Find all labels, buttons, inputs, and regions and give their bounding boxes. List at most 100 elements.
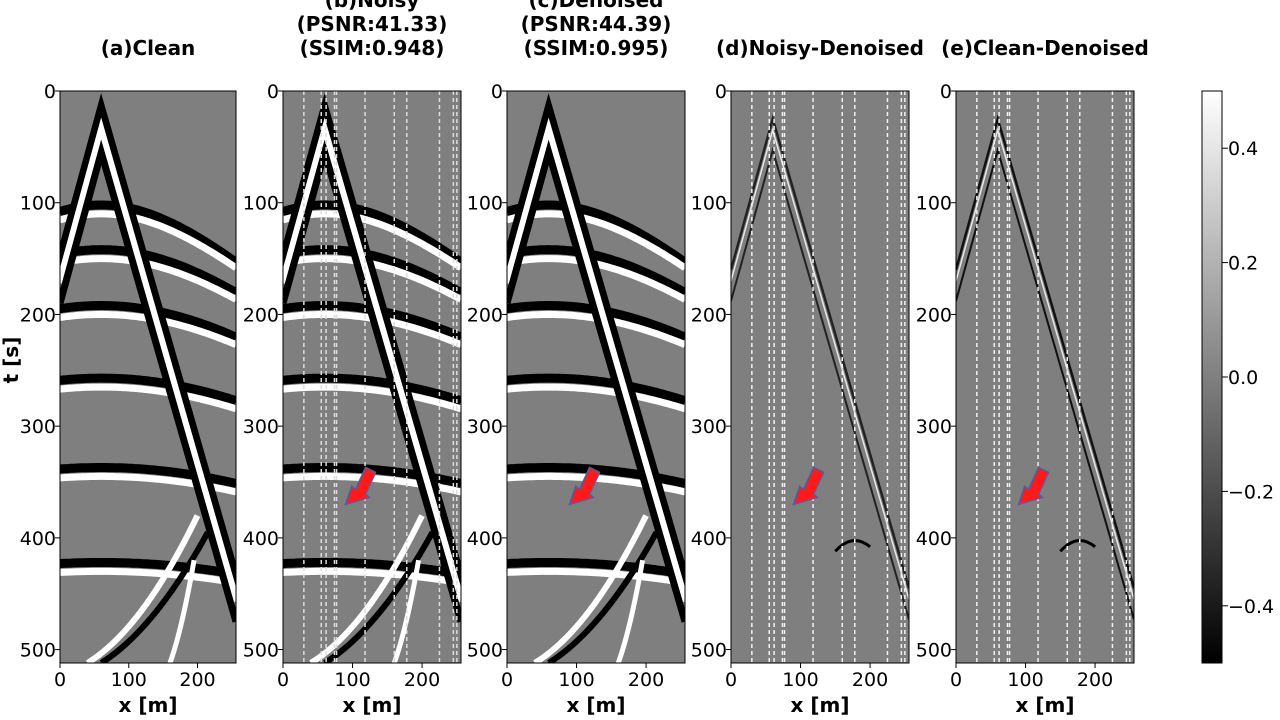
event-trough [507, 373, 685, 405]
event-trough [60, 373, 236, 405]
residual-event [834, 539, 872, 553]
y-tick-label: 500 [467, 640, 503, 662]
colorbar-tick-label: −0.4 [1228, 596, 1274, 618]
y-tick-label: 200 [243, 304, 279, 326]
x-tick-label: 0 [725, 669, 737, 691]
y-tick-label: 400 [20, 528, 56, 550]
event-peak [283, 210, 461, 271]
event-peak [507, 567, 685, 587]
x-axis-label: x [m] [343, 693, 402, 717]
y-tick-label: 400 [243, 528, 279, 550]
y-tick-label: 0 [940, 81, 952, 103]
crossing-event [391, 559, 422, 663]
x-axis-label: x [m] [567, 693, 626, 717]
event-peak [60, 567, 236, 587]
panel-c-denoised: (c)Denoised(PSNR:44.39)(SSIM:0.995) 0 100 2… [467, 0, 686, 717]
y-tick-label: 0 [267, 81, 279, 103]
y-tick-label: 300 [243, 416, 279, 438]
highlight-arrow [1017, 466, 1050, 506]
colorbar-tick-label: 0.0 [1228, 367, 1258, 389]
y-tick-label: 500 [243, 640, 279, 662]
highlight-arrow [792, 466, 825, 506]
event-peak [60, 210, 236, 271]
crossing-event [533, 514, 649, 663]
y-tick-label: 200 [20, 304, 56, 326]
y-tick-label: 0 [44, 81, 56, 103]
direct-wave-trough-2 [283, 139, 461, 623]
y-tick-label: 100 [243, 193, 279, 215]
event-peak [507, 383, 685, 413]
event-trough [507, 245, 685, 297]
x-tick-label: 100 [782, 669, 818, 691]
event-trough [283, 373, 461, 405]
highlight-arrow [344, 466, 377, 506]
y-tick-label: 0 [491, 81, 503, 103]
panel-e-clean-minus-denoised: (e)Clean-Denoised 0 100 200 300 400 500 0 100 200… [916, 36, 1149, 717]
y-tick-label: 100 [467, 193, 503, 215]
figure-y-axis-label: t [s] [0, 337, 23, 384]
x-tick-label: 0 [950, 669, 962, 691]
residual-event [1059, 539, 1097, 553]
panel-frame [506, 90, 686, 664]
event-peak [60, 383, 236, 413]
residual-edge [956, 114, 1134, 589]
x-axis-label: x [m] [1016, 693, 1075, 717]
y-tick-label: 400 [467, 528, 503, 550]
y-tick-label: 100 [916, 193, 952, 215]
y-tick-label: 300 [916, 416, 952, 438]
direct-wave-peak [60, 117, 236, 603]
x-tick-label: 0 [501, 669, 513, 691]
direct-wave-peak [507, 117, 685, 603]
y-tick-label: 300 [691, 416, 727, 438]
panel-title-line: (b)Noisy [325, 0, 420, 12]
panel-d-noisy-minus-denoised: (d)Noisy-Denoised 0 100 200 300 400 500 0 100 200… [691, 36, 924, 717]
crossing-event [99, 530, 211, 663]
y-tick-label: 200 [916, 304, 952, 326]
y-tick-label: 400 [916, 528, 952, 550]
crossing-event [615, 559, 646, 663]
panel-title-line: (a)Clean [101, 36, 196, 60]
colorbar-tick-label: 0.2 [1228, 253, 1258, 275]
panel-title-line: (PSNR:41.33) [297, 12, 448, 36]
x-tick-label: 200 [404, 669, 440, 691]
event-trough [60, 245, 236, 297]
crossing-event [167, 559, 197, 663]
y-tick-label: 0 [715, 81, 727, 103]
residual-edge-light [731, 127, 909, 600]
residual-edge [731, 114, 909, 589]
colorbar-ticks: 0.4 0.2 0.0 −0.2 −0.4 [1222, 138, 1274, 618]
event-peak [283, 383, 461, 413]
x-tick-label: 200 [1077, 669, 1113, 691]
x-tick-label: 100 [558, 669, 594, 691]
crossing-event [547, 530, 660, 663]
highlight-arrow [568, 466, 601, 506]
residual-edge-2 [956, 146, 1134, 620]
colorbar-tick-label: 0.4 [1228, 138, 1258, 160]
panel-frame [282, 90, 462, 664]
x-tick-label: 100 [1007, 669, 1043, 691]
y-tick-label: 300 [20, 416, 56, 438]
panel-title-line: (PSNR:44.39) [521, 12, 672, 36]
x-axis-label: x [m] [119, 693, 178, 717]
panel-frame [730, 90, 910, 664]
event-trough [283, 558, 461, 579]
event-peak [507, 210, 685, 271]
direct-wave-trough-2 [60, 139, 236, 623]
panel-title-line: (SSIM:0.995) [524, 36, 669, 60]
panel-background [731, 91, 909, 663]
x-tick-label: 200 [628, 669, 664, 691]
colorbar-gradient [1201, 90, 1223, 664]
event-trough [60, 558, 236, 579]
x-tick-label: 0 [277, 669, 289, 691]
x-tick-label: 0 [54, 669, 66, 691]
x-tick-label: 100 [111, 669, 147, 691]
x-tick-label: 100 [334, 669, 370, 691]
x-tick-label: 200 [179, 669, 215, 691]
residual-edge-light [956, 127, 1134, 600]
panel-background [956, 91, 1134, 663]
colorbar: 0.4 0.2 0.0 −0.2 −0.4 [1201, 90, 1274, 664]
direct-wave-peak [283, 117, 461, 603]
crossing-event [309, 514, 425, 663]
